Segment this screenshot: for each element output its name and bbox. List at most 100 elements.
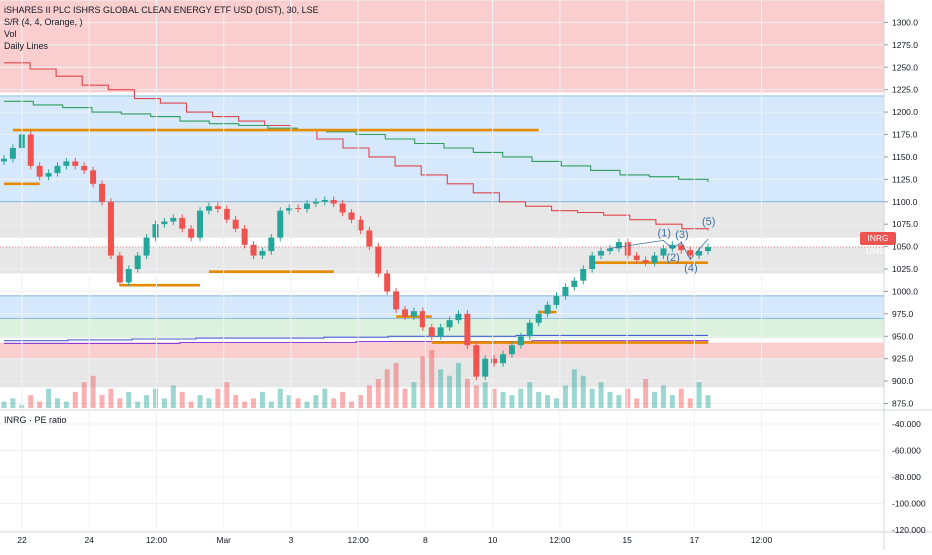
legend-daily-lines[interactable]: Daily Lines <box>4 41 49 51</box>
volume-bar-1 <box>10 398 16 408</box>
volume-bar-13 <box>117 398 123 408</box>
daily-line-3 <box>4 339 709 344</box>
volume-bar-5 <box>46 388 52 408</box>
x-tick-label-7: 10 <box>488 535 498 545</box>
x-tick-label-10: 17 <box>690 535 700 545</box>
candle-46 <box>410 311 417 317</box>
candle-66 <box>589 255 596 270</box>
x-tick-label-1: 24 <box>84 535 94 545</box>
volume-bar-79 <box>705 395 711 408</box>
volume-bar-31 <box>277 388 283 408</box>
volume-bar-77 <box>687 398 693 408</box>
candle-0 <box>1 158 7 162</box>
legend-vol[interactable]: Vol <box>4 29 17 39</box>
candle-61 <box>544 304 551 314</box>
chart-legend: iSHARES II PLC ISHRS GLOBAL CLEAN ENERGY… <box>4 4 319 52</box>
candle-47 <box>419 311 426 328</box>
candle-59 <box>526 322 533 337</box>
candle-68 <box>606 248 613 252</box>
candle-39 <box>348 212 355 220</box>
volume-bar-20 <box>179 391 185 408</box>
candle-63 <box>562 286 569 296</box>
volume-bar-24 <box>215 388 221 408</box>
candle-28 <box>250 244 257 256</box>
volume-bar-51 <box>455 362 461 408</box>
price-tag-value: 1049.5 <box>865 246 891 256</box>
candle-34 <box>303 203 310 209</box>
volume-bar-65 <box>580 375 586 408</box>
candle-51 <box>455 313 462 321</box>
x-tick-label-2: 12:00 <box>146 535 168 545</box>
candle-43 <box>384 273 391 292</box>
volume-bar-29 <box>259 391 265 408</box>
volume-bar-17 <box>152 388 158 408</box>
candle-60 <box>535 313 542 323</box>
candle-35 <box>312 201 319 204</box>
last-price-tag: INRG 1049.5 <box>860 232 896 256</box>
volume-bar-19 <box>170 385 176 408</box>
pe-y-label-0: -40.000 <box>892 419 921 429</box>
candle-65 <box>580 269 587 281</box>
candle-12 <box>107 201 114 256</box>
volume-bar-38 <box>340 391 346 408</box>
volume-bar-9 <box>81 382 87 408</box>
volume-bar-39 <box>349 401 355 408</box>
candle-48 <box>428 327 435 337</box>
candle-17 <box>152 224 159 238</box>
pe-legend[interactable]: INRG · PE ratio <box>4 415 67 425</box>
y-tick-label-17: 1300.0 <box>892 17 918 27</box>
candle-75 <box>669 244 676 249</box>
y-tick-label-8: 1075.0 <box>892 219 918 229</box>
pe-y-label-4: -120.000 <box>892 525 926 535</box>
wave-label-2: (3) <box>675 229 688 241</box>
volume-bar-30 <box>268 401 274 408</box>
y-tick-label-2: 925.0 <box>892 354 914 364</box>
candle-56 <box>500 354 507 364</box>
candle-9 <box>81 165 88 171</box>
candle-38 <box>339 203 346 213</box>
volume-bar-14 <box>126 391 132 408</box>
x-tick-label-5: 12:00 <box>348 535 370 545</box>
legend-title: iSHARES II PLC ISHRS GLOBAL CLEAN ENERGY… <box>4 5 319 15</box>
legend-sr[interactable]: S/R (4, 4, Orange, ) <box>4 17 83 27</box>
volume-bar-16 <box>144 395 150 408</box>
wave-label-1: (2) <box>666 252 679 264</box>
y-tick-label-6: 1025.0 <box>892 264 918 274</box>
candle-78 <box>696 251 703 256</box>
volume-bar-21 <box>188 401 194 408</box>
y-tick-label-3: 950.0 <box>892 331 914 341</box>
volume-bar-75 <box>669 395 675 408</box>
volume-bar-78 <box>696 382 702 408</box>
candle-13 <box>116 255 123 283</box>
candle-19 <box>170 217 177 222</box>
volume-bar-74 <box>660 385 666 408</box>
candle-44 <box>393 291 400 310</box>
y-tick-label-15: 1250.0 <box>892 62 918 72</box>
y-tick-label-0: 875.0 <box>892 399 914 409</box>
volume-bar-49 <box>438 369 444 408</box>
y-tick-label-9: 1100.0 <box>892 197 918 207</box>
candle-53 <box>473 345 480 377</box>
daily-line-0 <box>4 62 709 231</box>
daily-line-1 <box>4 100 709 182</box>
candle-14 <box>125 269 132 283</box>
volume-bar-57 <box>509 395 515 408</box>
volume-bar-46 <box>411 382 417 408</box>
candle-50 <box>446 320 453 328</box>
candle-77 <box>687 250 694 256</box>
wave-label-0: (1) <box>657 227 670 239</box>
candle-70 <box>624 242 631 256</box>
volume-bar-11 <box>99 395 105 408</box>
candle-67 <box>598 251 605 256</box>
candle-62 <box>553 295 560 305</box>
candle-26 <box>232 219 239 229</box>
candle-71 <box>633 255 640 261</box>
volume-bar-36 <box>322 388 328 408</box>
volume-bar-76 <box>678 388 684 408</box>
y-tick-label-5: 1000.0 <box>892 286 918 296</box>
candle-33 <box>295 208 302 210</box>
sr-zone-6 <box>0 342 884 359</box>
volume-bar-56 <box>500 391 506 408</box>
